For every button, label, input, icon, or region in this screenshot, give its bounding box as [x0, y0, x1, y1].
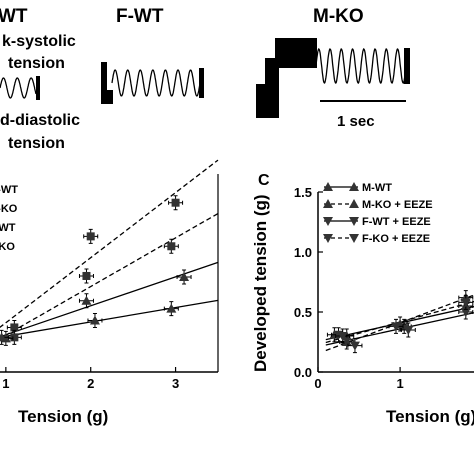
data-point-f-ko	[167, 242, 176, 251]
panel-b-x-tick-label: 1	[2, 376, 9, 391]
data-point-m-ko	[171, 198, 180, 207]
panel-c-y-tick-label: 0.0	[294, 365, 312, 380]
trace-wave-f-wt	[111, 69, 201, 97]
data-point-m-wt	[179, 271, 190, 281]
legend-marker-f-ko-eeze	[349, 234, 359, 243]
legend-marker-m-wt	[323, 182, 333, 191]
data-point-f-wt	[166, 303, 177, 313]
legend-marker-f-ko-eeze	[323, 234, 333, 243]
panel-c-label: C	[258, 172, 270, 189]
data-point-f-ko-eeze	[337, 332, 348, 341]
panel-label-f-wt: F-WT	[116, 6, 164, 27]
panel-label-wt: WT	[0, 6, 28, 27]
annotation-peak-systolic-line2: tension	[8, 55, 65, 72]
panel-c-y-axis-title: Developed tension (g)	[251, 194, 270, 372]
panel-c-x-axis-title: Tension (g)	[386, 407, 474, 426]
trace-band-m-ko-top	[275, 38, 317, 68]
trace-band-m-ko-end	[404, 48, 410, 84]
panel-c-plot: 0 1 0.0 0.5 1.0 1.5 M-WT M-KO + EEZE F-WT + EEZ…	[251, 182, 474, 426]
data-point-m-ko	[86, 232, 95, 241]
scale-bar-label: 1 sec	[337, 113, 375, 130]
legend-label-m-ko-eeze: M-KO + EEZE	[362, 199, 433, 211]
panel-label-m-ko: M-KO	[313, 6, 364, 27]
trace-wave-m-ko	[315, 48, 407, 84]
trace-band-m-ko-left	[265, 58, 279, 118]
legend-marker-m-wt	[349, 182, 359, 191]
data-point-m-ko-eeze	[341, 337, 352, 346]
panel-b-plot: 1 2 3 M-WT M-KO F-WT F-KO Tension (g)	[0, 159, 219, 426]
legend-label-m-ko: M-KO	[0, 203, 18, 215]
annotation-peak-systolic-line1: k-systolic	[2, 33, 76, 50]
data-point-f-ko	[82, 271, 91, 280]
panel-c-x-tick-label: 0	[314, 376, 321, 391]
legend-marker-f-wt-eeze	[349, 217, 359, 226]
panel-c-y-tick-label: 1.5	[294, 185, 312, 200]
annotation-end-diastolic-line1: d-diastolic	[0, 112, 80, 129]
legend-marker-f-wt-eeze	[323, 217, 333, 226]
panel-b-x-axis-title: Tension (g)	[18, 407, 108, 426]
data-point-f-ko-eeze	[391, 322, 401, 332]
panel-c-x-tick-label: 1	[396, 376, 403, 391]
data-point-m-ko	[10, 323, 19, 332]
data-point-f-ko	[10, 333, 19, 342]
series-line-m-wt	[0, 261, 219, 338]
legend-label-f-wt: F-WT	[0, 222, 16, 234]
data-point-f-wt-eeze	[403, 326, 414, 335]
data-point-f-wt-eeze	[349, 341, 360, 351]
legend-marker-m-ko-eeze	[349, 199, 359, 208]
legend-label-f-wt-eeze: F-WT + EEZE	[362, 216, 431, 228]
legend-label-f-ko: F-KO	[0, 241, 15, 253]
annotation-end-diastolic-line2: tension	[8, 135, 65, 152]
panel-b-x-tick-label: 3	[172, 376, 179, 391]
trace-wave-wt	[0, 77, 37, 99]
panel-c-y-tick-label: 1.0	[294, 245, 312, 260]
legend-marker-m-ko-eeze	[323, 199, 333, 208]
data-point-f-wt	[89, 315, 100, 325]
trace-band-f-wt-start	[101, 62, 107, 90]
data-point-f-wt	[0, 332, 7, 342]
data-point-m-wt	[81, 295, 92, 305]
series-line-f-ko	[0, 212, 219, 340]
tension-traces	[0, 38, 410, 118]
data-point-f-wt-eeze	[460, 308, 471, 317]
series-line-m-ko	[0, 159, 219, 329]
series-line-m-ko-eeze	[325, 294, 474, 352]
panel-b-x-tick-label: 2	[87, 376, 94, 391]
panel-c-y-tick-label: 0.5	[294, 305, 312, 320]
trace-band-wt	[36, 76, 40, 100]
trace-band-f-wt-end	[199, 68, 204, 98]
legend-label-m-wt: M-WT	[0, 184, 18, 196]
data-point-f-ko-eeze	[460, 298, 471, 308]
trace-band-f-wt-base	[101, 90, 113, 104]
series-line-f-wt	[0, 299, 219, 338]
legend-label-f-ko-eeze: F-KO + EEZE	[362, 233, 430, 245]
legend-label-m-wt: M-WT	[362, 182, 392, 194]
trace-band-m-ko-base	[256, 84, 268, 118]
